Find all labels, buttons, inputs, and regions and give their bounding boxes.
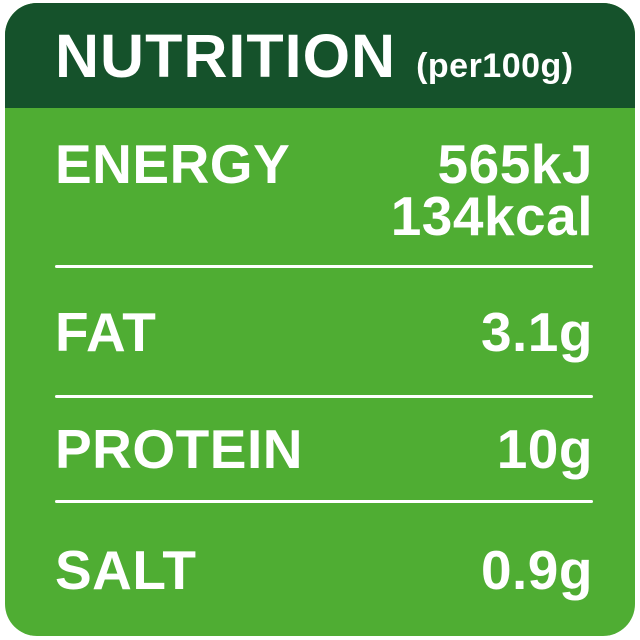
row-energy-label: ENERGY [55, 133, 291, 195]
nutrition-label-card: NUTRITION (per100g) ENERGY 565kJ 134kcal… [5, 3, 635, 636]
row-salt-value: 0.9g [480, 538, 593, 601]
nutrition-title: NUTRITION [55, 22, 397, 90]
row-fat-label: FAT [55, 300, 157, 363]
row-protein-label: PROTEIN [55, 418, 303, 480]
per-100g-subtitle: (per100g) [416, 47, 574, 85]
row-salt-label: SALT [55, 538, 197, 601]
row-fat-value: 3.1g [480, 300, 593, 363]
divider-after-protein [55, 500, 593, 503]
row-salt: SALT 0.9g [55, 503, 593, 636]
row-protein: PROTEIN 10g [55, 398, 593, 500]
nutrition-header: NUTRITION (per100g) [5, 3, 635, 108]
divider-after-fat [55, 395, 593, 398]
energy-kj-value: 565kJ [437, 133, 593, 195]
energy-kcal-value: 134kcal [390, 185, 593, 247]
nutrition-body: ENERGY 565kJ 134kcal FAT 3.1g PROTEIN 10… [5, 108, 635, 636]
row-energy-value: 565kJ 134kcal [390, 133, 593, 247]
divider-after-energy [55, 265, 593, 268]
row-fat: FAT 3.1g [55, 268, 593, 395]
row-protein-value: 10g [496, 418, 593, 480]
row-energy: ENERGY 565kJ 134kcal [55, 108, 593, 265]
